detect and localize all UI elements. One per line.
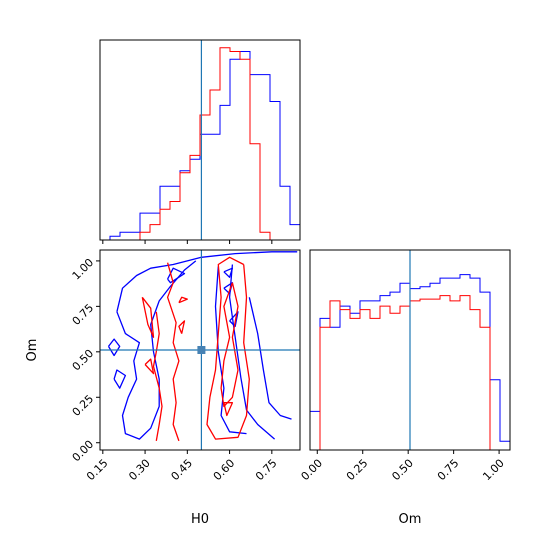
histogram-step-1 xyxy=(100,47,300,241)
contour-line-1-8 xyxy=(223,402,234,417)
contour-line-0-8 xyxy=(229,311,239,328)
y-tick-label: 0.50 xyxy=(70,347,97,374)
histogram-step-0 xyxy=(100,51,301,241)
contour-line-0-4 xyxy=(113,369,127,389)
contour-line-0-1 xyxy=(167,267,186,284)
x-tick-label: 0.00 xyxy=(299,457,326,484)
contour-frame xyxy=(99,249,301,451)
x-tick-label: 0.75 xyxy=(253,457,280,484)
contour-line-0-6 xyxy=(228,264,276,440)
contour-line-0-2 xyxy=(116,260,197,440)
contour-line-1-0 xyxy=(152,311,163,442)
contour-line-1-7 xyxy=(220,282,239,408)
x-tick-label: 0.45 xyxy=(169,457,196,484)
om-histogram-panel: 0.00 0.25 0.50 0.75 1.00 Om xyxy=(299,249,511,527)
contour-line-0-10 xyxy=(223,267,234,278)
y-tick-label: 1.00 xyxy=(70,256,97,283)
y-tick-label: 0.25 xyxy=(70,392,97,419)
h0-histogram-panel xyxy=(99,39,301,244)
x-tick-label: 0.50 xyxy=(389,457,416,484)
y-tick-label: 0.00 xyxy=(70,438,97,465)
contour-line-1-6 xyxy=(206,256,250,440)
contour-line-1-1 xyxy=(166,262,180,442)
contour-series xyxy=(107,251,298,442)
contour-panel: 0.15 0.30 0.45 0.60 0.75 0.00 0.25 0.50 0.75 1.00… xyxy=(25,249,301,527)
x-tick-label: 0.25 xyxy=(344,457,371,484)
h0-histogram-series xyxy=(100,47,301,241)
contour-line-0-5 xyxy=(248,297,292,420)
om-histogram-axis-label: Om xyxy=(399,512,422,527)
x-tick-label: 0.30 xyxy=(126,457,153,484)
histogram-step-1 xyxy=(310,295,510,451)
om-histogram-frame xyxy=(309,249,511,451)
contour-line-1-5 xyxy=(178,296,188,304)
om-axis-label: Om xyxy=(25,339,40,362)
om-histogram-ticks: 0.00 0.25 0.50 0.75 1.00 xyxy=(299,450,507,483)
contour-line-1-3 xyxy=(144,358,155,375)
y-tick-label: 0.75 xyxy=(70,301,97,328)
truth-point-marker xyxy=(197,346,206,354)
contour-line-1-2 xyxy=(141,296,155,338)
x-tick-label: 0.60 xyxy=(211,457,238,484)
h0-axis-label: H0 xyxy=(191,512,209,527)
h0-histogram-ticks xyxy=(102,240,273,244)
h0-histogram-frame xyxy=(99,39,301,241)
contour-line-0-7 xyxy=(214,266,247,435)
contour-line-0-3 xyxy=(107,338,121,357)
contour-line-0-0 xyxy=(116,251,298,312)
x-tick-label: 1.00 xyxy=(480,457,507,484)
contour-line-1-4 xyxy=(178,320,186,334)
x-tick-label: 0.75 xyxy=(435,457,462,484)
x-tick-label: 0.15 xyxy=(84,457,111,484)
